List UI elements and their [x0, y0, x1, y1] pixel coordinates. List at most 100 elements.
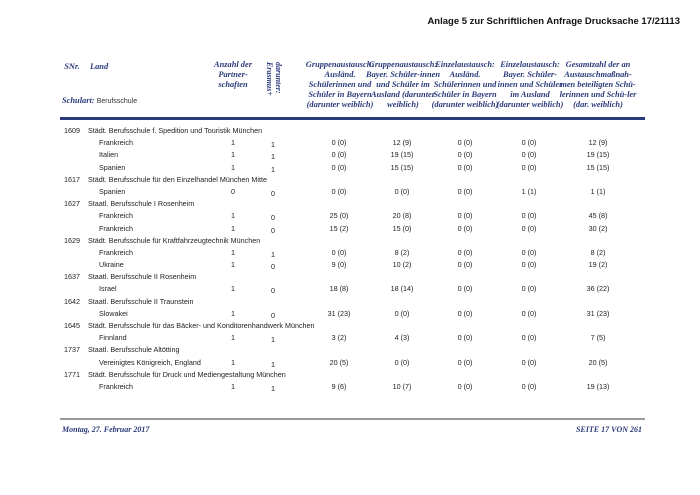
table-row: Spanien 0 0 0 (0) 0 (0) 0 (0) 1 (1) 1 (1)	[0, 186, 700, 198]
single-foreign-cell: 0 (0)	[457, 357, 473, 367]
erasmus-cell: 1	[271, 249, 275, 259]
single-bavarian-cell: 0 (0)	[521, 150, 537, 160]
total-cell: 8 (2)	[590, 247, 606, 257]
single-bavarian-cell: 0 (0)	[521, 162, 537, 172]
single-foreign-cell: 0 (0)	[457, 138, 473, 148]
group-bavarian-cell: 15 (0)	[392, 223, 412, 233]
group-foreign-cell: 0 (0)	[331, 150, 347, 160]
group-foreign-cell: 0 (0)	[331, 162, 347, 172]
group-foreign-cell: 0 (0)	[331, 247, 347, 257]
table-row: Frankreich 1 0 25 (0) 20 (8) 0 (0) 0 (0) 45 (8)	[0, 210, 700, 222]
table-row: Slowakei 1 0 31 (23) 0 (0) 0 (0) 0 (0) 31 (23)	[0, 308, 700, 320]
single-bavarian-cell: 0 (0)	[521, 308, 537, 318]
country-cell: Frankreich	[99, 223, 133, 233]
single-bavarian-cell: 0 (0)	[521, 223, 537, 233]
school-number: 1609	[64, 126, 80, 135]
school-name: Staatl. Berufsschule II Traunstein	[88, 296, 194, 306]
single-foreign-cell: 0 (0)	[457, 162, 473, 172]
single-foreign-cell: 0 (0)	[457, 333, 473, 343]
group-foreign-cell: 18 (8)	[329, 284, 349, 294]
country-cell: Ukraine	[99, 260, 124, 270]
country-cell: Frankreich	[99, 211, 133, 221]
total-cell: 20 (5)	[588, 357, 608, 367]
single-foreign-cell: 0 (0)	[457, 223, 473, 233]
school-number: 1771	[64, 369, 80, 379]
erasmus-cell: 0	[271, 286, 275, 296]
country-cell: Spanien	[99, 162, 126, 172]
group-foreign-cell: 0 (0)	[331, 186, 347, 196]
table-row: Ukraine 1 0 9 (0) 10 (2) 0 (0) 0 (0) 19 (2)	[0, 259, 700, 271]
partnerships-cell: 1	[231, 308, 235, 318]
total-cell: 19 (15)	[586, 150, 610, 160]
erasmus-cell: 0	[271, 225, 275, 235]
country-cell: Slowakei	[99, 308, 128, 318]
single-bavarian-cell: 0 (0)	[521, 357, 537, 367]
group-bavarian-cell: 8 (2)	[394, 247, 410, 257]
country-cell: Italien	[99, 150, 119, 160]
table-row: Frankreich 1 1 0 (0) 8 (2) 0 (0) 0 (0) 8 (2)	[0, 247, 700, 259]
total-cell: 19 (2)	[588, 260, 608, 270]
header-schulart: Schulart: Berufsschule	[62, 96, 137, 107]
footer-date: Montag, 27. Februar 2017	[62, 425, 150, 434]
total-cell: 7 (5)	[590, 333, 606, 343]
partnerships-cell: 1	[231, 333, 235, 343]
single-bavarian-cell: 0 (0)	[521, 247, 537, 257]
group-bavarian-cell: 15 (15)	[390, 162, 414, 172]
country-cell: Israel	[99, 284, 117, 294]
partnerships-cell: 1	[231, 357, 235, 367]
total-cell: 19 (13)	[586, 381, 610, 391]
school-number: 1629	[64, 235, 80, 245]
school-name: Staatl. Berufsschule Altötting	[88, 345, 180, 355]
table-row: Israel 1 0 18 (8) 18 (14) 0 (0) 0 (0) 36 (22)	[0, 283, 700, 295]
total-cell: 12 (9)	[588, 138, 608, 148]
footer-divider	[60, 418, 645, 420]
group-bavarian-cell: 10 (7)	[392, 381, 412, 391]
single-bavarian-cell: 1 (1)	[521, 186, 537, 196]
table-row: Spanien 1 1 0 (0) 15 (15) 0 (0) 0 (0) 15 (15)	[0, 162, 700, 174]
partnerships-cell: 1	[231, 260, 235, 270]
total-cell: 15 (15)	[586, 162, 610, 172]
total-cell: 30 (2)	[588, 223, 608, 233]
group-bavarian-cell: 20 (8)	[392, 211, 412, 221]
country-cell: Finnland	[99, 333, 127, 343]
school-number: 1645	[64, 321, 80, 330]
school-row: 1609 Städt. Berufsschule f. Spedition und…	[0, 125, 700, 137]
header-land: Land	[90, 62, 109, 71]
group-bavarian-cell: 18 (14)	[390, 284, 414, 294]
school-name: Städt. Berufsschule für Druck und Medien…	[88, 369, 286, 379]
table-body: 1609 Städt. Berufsschule f. Spedition und…	[0, 125, 700, 393]
partnerships-cell: 0	[231, 186, 235, 196]
school-row: 1737 Staatl. Berufsschule Altötting	[0, 344, 700, 356]
schulart-label: Schulart:	[62, 96, 95, 105]
school-row: 1627 Staatl. Berufsschule I Rosenheim	[0, 198, 700, 210]
single-bavarian-cell: 0 (0)	[521, 138, 537, 148]
schulart-value: Berufsschule	[96, 98, 138, 105]
header-anzahl: Anzahl der Partner-schaften	[214, 60, 252, 89]
group-bavarian-cell: 0 (0)	[394, 186, 410, 196]
single-bavarian-cell: 0 (0)	[521, 260, 537, 270]
group-foreign-cell: 31 (23)	[327, 308, 351, 318]
group-foreign-cell: 25 (0)	[329, 211, 349, 221]
header-divider	[60, 117, 645, 120]
single-foreign-cell: 0 (0)	[457, 186, 473, 196]
header-total: Gesamtzahl der an Austauschmaßnah-men be…	[559, 60, 637, 109]
header-group-bavarian: Gruppenaustausch: Bayer. Schüler-innen u…	[366, 60, 440, 109]
header-snr: SNr.	[64, 62, 80, 71]
country-cell: Vereinigtes Königreich, England	[99, 357, 201, 367]
school-number: 1642	[64, 296, 80, 306]
school-row: 1642 Staatl. Berufsschule II Traunstein	[0, 296, 700, 308]
school-number: 1737	[64, 345, 80, 355]
single-bavarian-cell: 0 (0)	[521, 211, 537, 221]
group-bavarian-cell: 0 (0)	[394, 308, 410, 318]
erasmus-cell: 1	[271, 359, 275, 369]
group-foreign-cell: 9 (6)	[331, 381, 347, 391]
erasmus-cell: 0	[271, 310, 275, 320]
header-single-bavarian: Einzelaustausch: Bayer. Schüler-innen un…	[496, 60, 564, 109]
country-cell: Frankreich	[99, 138, 133, 148]
total-cell: 1 (1)	[590, 186, 606, 196]
school-name: Staatl. Berufsschule II Rosenheim	[88, 272, 197, 282]
group-bavarian-cell: 19 (15)	[390, 150, 414, 160]
country-cell: Frankreich	[99, 381, 133, 391]
group-foreign-cell: 9 (0)	[331, 260, 347, 270]
single-foreign-cell: 0 (0)	[457, 211, 473, 221]
